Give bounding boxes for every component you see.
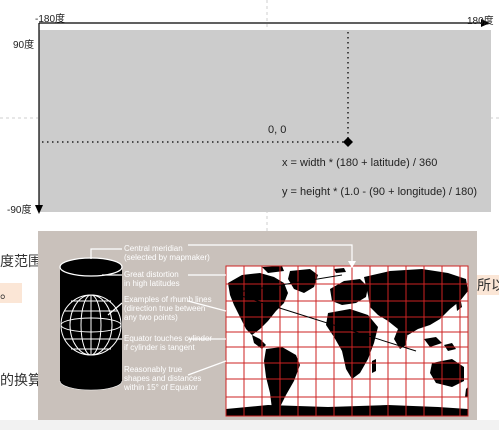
page-footer-strip (0, 420, 499, 430)
article-text-line1-right: 所以 (477, 275, 499, 295)
annotation-equator: Equator touches cylinder if cylinder is … (124, 334, 213, 352)
lat-min-label: -90度 (7, 205, 32, 216)
map-plot-area (39, 30, 491, 212)
lon-min-label: -180度 (35, 14, 66, 25)
x-axis-arrowhead (481, 19, 490, 27)
annotation-rhumb-lines: Examples of rhumb lines (direction true … (124, 295, 212, 322)
mercator-illustration (59, 244, 469, 417)
rhumb-line-examples (231, 274, 417, 352)
globe-wireframe (60, 294, 122, 356)
article-text-line3-left: 的换算 (0, 372, 42, 388)
y-axis-arrowhead (35, 205, 43, 214)
lat-max-label: 90度 (13, 40, 35, 51)
origin-point (343, 137, 353, 147)
origin-label: 0, 0 (268, 124, 287, 136)
leader-rhumb-lines-map (187, 300, 227, 312)
formula-y: y = height * (1.0 - (90 + longitude) / 1… (282, 186, 478, 198)
graticule-grid (225, 265, 469, 417)
leader-true-shapes (187, 360, 227, 376)
article-text-line2-left: 。 (0, 283, 22, 303)
leader-arrowhead (348, 261, 356, 268)
article-text-line1-left: 度范围 (0, 253, 42, 269)
formula-x: x = width * (180 + latitude) / 360 (282, 157, 438, 169)
mercator-figure: Central meridian (selected by mapmaker) … (38, 231, 477, 420)
lon-max-label: 180度 (467, 16, 494, 27)
annotation-true-shapes: Reasonably true shapes and distances wit… (124, 365, 202, 392)
leader-rhumb-lines (107, 302, 123, 316)
annotation-central-meridian: Central meridian (selected by mapmaker) (124, 244, 210, 262)
leader-central-meridian-map (188, 244, 353, 266)
annotation-great-distortion: Great distortion in high latitudes (124, 270, 180, 288)
leader-central-meridian (90, 248, 122, 259)
coordinate-axes (35, 19, 490, 214)
annotation-leaders (90, 244, 353, 376)
